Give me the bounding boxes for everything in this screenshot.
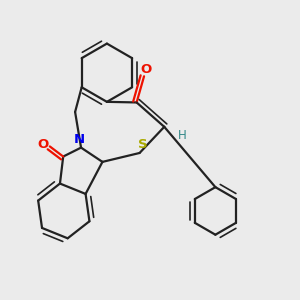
Text: O: O <box>38 138 49 152</box>
Text: N: N <box>74 133 85 146</box>
Text: O: O <box>140 63 151 76</box>
Text: H: H <box>178 129 187 142</box>
Text: S: S <box>138 138 148 151</box>
